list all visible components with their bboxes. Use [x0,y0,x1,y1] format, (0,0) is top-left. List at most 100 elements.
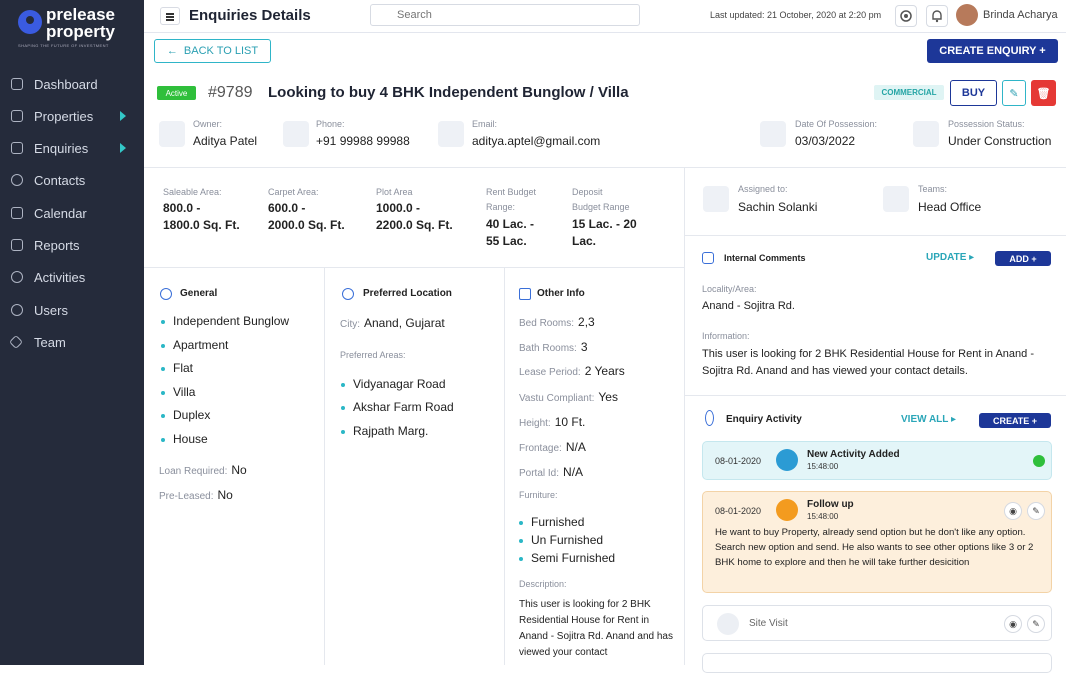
bathrooms: Bath Rooms: 3 [519,340,588,354]
divider [324,267,325,665]
view-all-link[interactable]: VIEW ALL ▸ [901,414,956,425]
last-updated-text: Last updated: 21 October, 2020 at 2:20 p… [710,10,882,20]
category-tag: COMMERCIAL [874,85,944,100]
sidebar-item-reports[interactable]: Reports [0,231,144,259]
portal-id-label: Portal Id: [519,468,560,479]
trash-icon: 🗑 [1036,87,1051,100]
pre-leased-value: No [217,488,233,502]
eye-icon: ◉ [1009,618,1017,629]
delete-button[interactable]: 🗑 [1031,80,1056,106]
phone-icon [283,121,309,147]
possession-date-value: 03/03/2022 [795,134,856,148]
teams-label: Teams: [918,184,948,194]
teams-value: Head Office [918,200,982,214]
frontage-label: Frontage: [519,443,562,454]
handshake-icon [913,121,939,147]
activity-body: He want to buy Property, already send op… [715,527,1034,568]
phone-label: Phone: [316,119,345,129]
activity-date: 08-01-2020 [715,506,762,516]
buy-button[interactable]: BUY [950,80,997,106]
settings-button[interactable] [895,5,917,27]
sidebar-item-contacts[interactable]: Contacts [0,166,144,194]
activity-card[interactable]: 08-01-2020 New Activity Added 15:48:00 [702,441,1052,480]
sidebar-item-activities[interactable]: Activities [0,263,144,291]
plot-area-label: Plot Area [376,187,413,197]
list-item: Akshar Farm Road [341,400,454,414]
portal-id: Portal Id: N/A [519,465,583,479]
create-activity-button[interactable]: CREATE + [979,413,1051,428]
deposit-budget-label: Deposit Budget Range [572,187,630,212]
enquiry-id: #9789 [208,84,253,101]
owner-icon [159,121,185,147]
avatar[interactable] [956,4,978,26]
edit-button[interactable]: ✎ [1027,502,1045,520]
phone-value[interactable]: +91 99988 99988 [316,134,410,148]
list-item: Apartment [160,338,229,352]
activity-title: Follow up [807,499,854,510]
arrow-left-icon: ← [166,45,178,57]
city: City: Anand, Gujarat [340,316,445,330]
list-item: Un Furnished [518,533,604,547]
top-bar: Enquiries Details Last updated: 21 Octob… [144,0,1066,33]
update-link[interactable]: UPDATE ▸ [926,252,974,263]
general-icon [160,288,172,300]
loan-required: Loan Required: No [159,463,247,477]
sidebar-item-dashboard[interactable]: Dashboard [0,70,144,98]
search-input[interactable] [370,4,640,26]
notifications-button[interactable] [926,5,948,27]
sidebar-item-properties[interactable]: Properties [0,102,144,130]
portal-id-value: N/A [563,465,584,479]
report-icon [11,239,23,251]
deposit-budget-value: 15 Lac. - 20 Lac. [572,217,637,248]
sidebar-item-users[interactable]: Users [0,296,144,324]
height: Height: 10 Ft. [519,415,585,429]
sidebar-item-label: Properties [34,108,94,124]
enquiry-activity-title: Enquiry Activity [726,414,802,425]
pre-leased: Pre-Leased: No [159,488,233,502]
vastu-label: Vastu Compliant: [519,393,595,404]
view-button[interactable]: ◉ [1004,615,1022,633]
create-enquiry-button[interactable]: CREATE ENQUIRY + [927,39,1058,63]
activity-card[interactable] [702,653,1052,673]
edit-button[interactable]: ✎ [1002,80,1026,106]
city-value: Anand, Gujarat [364,316,445,330]
rent-budget-label: Rent Budget Range: [486,187,537,212]
location-icon [342,288,354,300]
sidebar-item-label: Team [34,334,66,350]
sidebar-item-team[interactable]: Team [0,328,144,356]
pencil-icon: ✎ [1009,87,1019,100]
edit-button[interactable]: ✎ [1027,615,1045,633]
status-badge: Active [157,86,196,100]
activity-card[interactable]: Site Visit ◉ ✎ [702,605,1052,641]
sidebar-item-label: Reports [34,237,80,253]
headset-icon [11,142,23,154]
activity-card[interactable]: 08-01-2020 Follow up 15:48:00 ◉ ✎ He wan… [702,491,1052,593]
sidebar-item-label: Activities [34,269,86,285]
view-button[interactable]: ◉ [1004,502,1022,520]
city-label: City: [340,319,360,330]
email-icon [438,121,464,147]
list-item: House [161,432,208,446]
sidebar-item-calendar[interactable]: Calendar [0,199,144,227]
user-name[interactable]: Brinda Acharya [983,9,1058,21]
sidebar-item-label: Enquiries [34,140,89,156]
pre-leased-label: Pre-Leased: [159,491,214,502]
team-icon [8,334,24,350]
pencil-icon: ✎ [1032,505,1040,516]
divider [504,267,505,665]
email-value[interactable]: aditya.aptel@gmail.com [472,134,601,148]
menu-toggle-button[interactable] [160,7,180,25]
saleable-area-value: 800.0 - 1800.0 Sq. Ft. [163,201,240,232]
update-label: UPDATE [926,252,967,263]
general-title: General [180,288,218,299]
back-to-list-button[interactable]: ← BACK TO LIST [154,39,271,63]
information-label: Information: [702,331,750,341]
activity-icon [11,271,23,283]
brand-logo[interactable]: prelease property SHAPING THE FUTURE OF I… [14,6,139,50]
divider [684,167,685,665]
owner-value: Aditya Patel [193,134,258,148]
gear-icon [900,10,912,22]
add-comment-button[interactable]: ADD + [995,251,1051,266]
sidebar-item-enquiries[interactable]: Enquiries [0,134,144,162]
list-item: Semi Furnished [518,551,616,565]
